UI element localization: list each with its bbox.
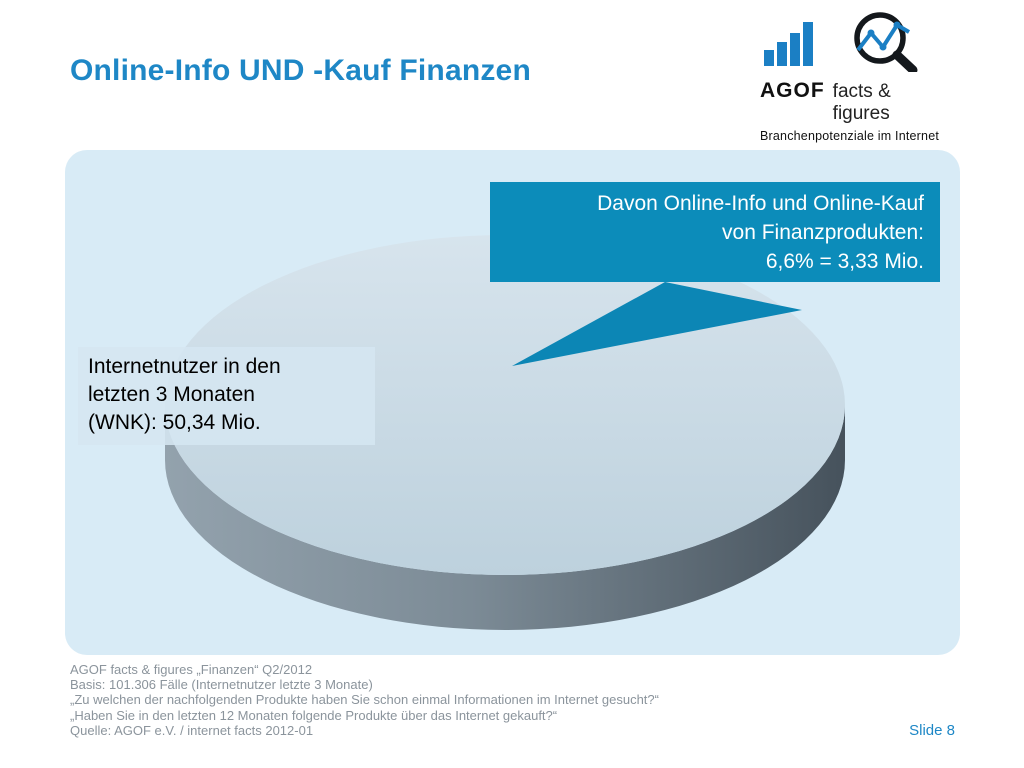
bar-chart-icon [764,22,813,66]
callout-line: Davon Online-Info und Online-Kauf [597,192,924,215]
logo-name: AGOF [760,79,825,102]
base-label-line: Internetnutzer in den [88,355,281,378]
base-label-line: letzten 3 Monaten [88,383,255,406]
pie-slice-finance [512,282,802,366]
pie-chart [165,235,845,630]
footer-notes: AGOF facts & figures „Finanzen“ Q2/2012 … [70,662,960,738]
logo-subtitle: Branchenpotenziale im Internet [760,129,940,143]
slide-number: Slide 8 [909,722,955,739]
base-label-box: Internetnutzer in den letzten 3 Monaten … [78,347,375,445]
base-label-line: (WNK): 50,34 Mio. [88,411,261,434]
chart-panel: Davon Online-Info und Online-Kauf von Fi… [65,150,960,655]
footer-line: „Haben Sie in den letzten 12 Monaten fol… [70,707,558,723]
footer-line: AGOF facts & figures „Finanzen“ Q2/2012 [70,662,313,677]
magnifier-trend-icon [854,12,918,75]
pie-side [165,405,845,630]
footer-line: „Zu welchen der nachfolgenden Produkte h… [70,692,659,708]
callout-line: von Finanzprodukten: [722,221,924,244]
logo-tagline: facts & figures [832,81,891,124]
agof-logo: AGOF facts & figures Branchenpotenziale … [760,8,952,143]
page-title: Online-Info UND -Kauf Finanzen [70,54,531,87]
footer-line: Quelle: AGOF e.V. / internet facts 2012-… [70,722,314,738]
logo-icons [764,12,918,75]
callout-box: Davon Online-Info und Online-Kauf von Fi… [490,182,940,282]
footer-line: Basis: 101.306 Fälle (Internetnutzer let… [70,677,373,693]
logo-name-row: AGOF facts & figures [760,79,952,125]
callout-line: 6,6% = 3,33 Mio. [765,250,924,273]
